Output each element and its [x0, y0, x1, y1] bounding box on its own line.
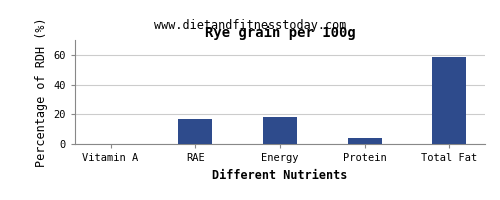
Bar: [263, 117, 297, 144]
Bar: [178, 119, 212, 144]
Text: www.dietandfitnesstoday.com: www.dietandfitnesstoday.com: [154, 20, 346, 32]
Bar: [348, 138, 382, 144]
Title: Rye grain per 100g: Rye grain per 100g: [204, 26, 356, 40]
X-axis label: Different Nutrients: Different Nutrients: [212, 169, 348, 182]
Y-axis label: Percentage of RDH (%): Percentage of RDH (%): [35, 17, 48, 167]
Bar: [432, 57, 466, 144]
